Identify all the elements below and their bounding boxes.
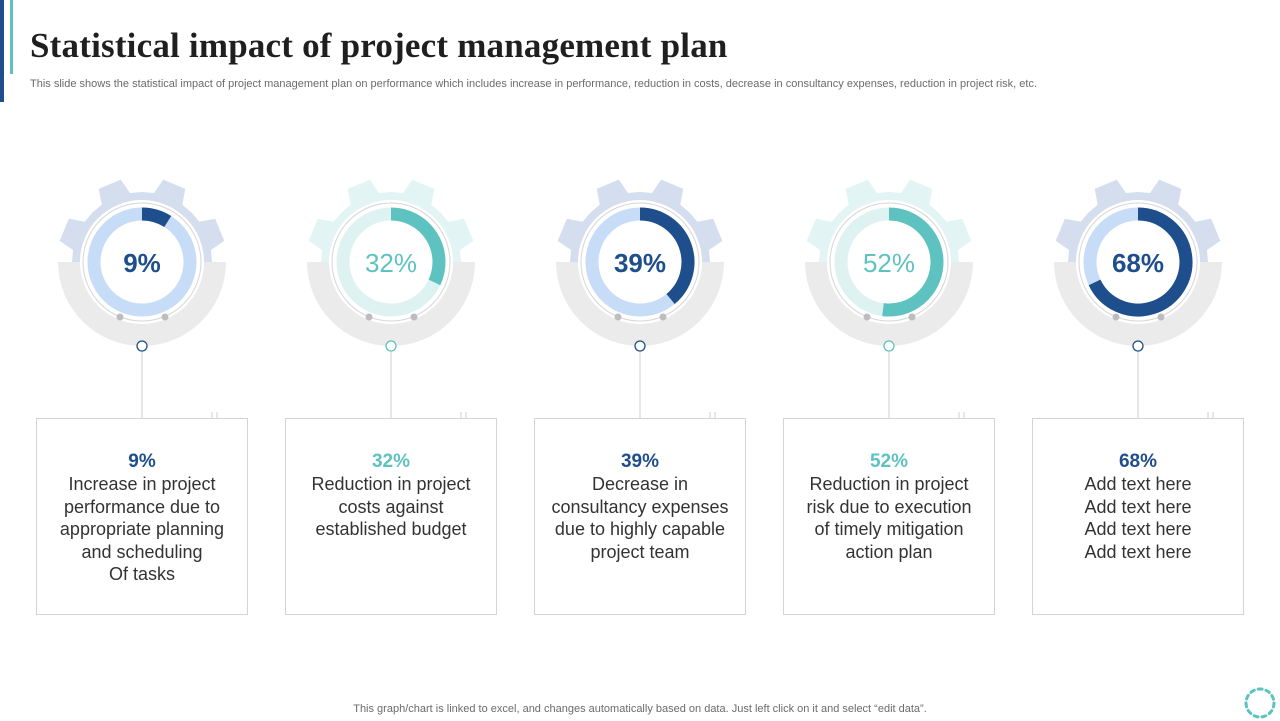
gauge-value-label: 52% <box>863 248 915 278</box>
stat-card-5: 68% Add text here Add text here Add text … <box>1032 418 1244 615</box>
connector-node <box>1132 340 1144 352</box>
card-description: Increase in project performance due to a… <box>59 474 225 584</box>
card-percentage: 68% <box>1118 451 1158 472</box>
gauge-value-label: 9% <box>123 248 161 278</box>
gauge-value-label: 32% <box>365 248 417 278</box>
gauge-5: 68% <box>1054 179 1222 424</box>
gauge-outline <box>580 202 700 322</box>
gauge-value-label: 39% <box>614 248 666 278</box>
connector-node <box>634 340 646 352</box>
card-description: Decrease in consultancy expenses due to … <box>551 474 729 562</box>
gauge-outline <box>331 202 451 322</box>
gauge-dot <box>908 313 916 321</box>
slide-title: Statistical impact of project management… <box>30 26 728 65</box>
card-description: Add text here Add text here Add text her… <box>1084 474 1192 562</box>
gauge-dot <box>161 313 169 321</box>
gauge-outline <box>829 202 949 322</box>
card-percentage: 9% <box>128 451 156 472</box>
connector-node <box>136 340 148 352</box>
gauge-dot <box>365 313 373 321</box>
gauge-dot <box>116 313 124 321</box>
gauge-value-arc <box>1088 207 1193 317</box>
gauge-2: 32% <box>307 179 475 424</box>
footer-note: This graph/chart is linked to excel, and… <box>353 703 927 715</box>
gauge-value-label: 68% <box>1112 248 1164 278</box>
stat-card-2: 32% Reduction in project costs against es… <box>285 418 497 615</box>
gauge-4: 52% <box>805 179 973 424</box>
loading-spinner-icon <box>1244 687 1276 719</box>
gauge-dot <box>1112 313 1120 321</box>
stat-card-1: 9% Increase in project performance due to… <box>36 418 248 615</box>
gauge-1: 9% <box>58 179 226 424</box>
gauge-value-arc <box>882 207 944 317</box>
gauge-dot <box>1157 313 1165 321</box>
gauge-dot <box>410 313 418 321</box>
card-percentage: 39% <box>620 451 660 472</box>
gauge-dot <box>659 313 667 321</box>
card-percentage: 52% <box>869 451 909 472</box>
gauge-dot <box>614 313 622 321</box>
accent-bar-secondary <box>10 0 13 74</box>
gauge-3: 39% <box>556 179 724 424</box>
card-description: Reduction in project costs against estab… <box>311 474 471 539</box>
slide-subtitle: This slide shows the statistical impact … <box>30 78 1037 90</box>
accent-bar <box>0 0 4 102</box>
gauge-value-arc <box>141 207 172 228</box>
card-description: Reduction in project risk due to executi… <box>806 474 972 562</box>
gauge-value-arc <box>390 207 446 286</box>
stat-card-4: 52% Reduction in project risk due to exec… <box>783 418 995 615</box>
gauge-outline <box>82 202 202 322</box>
gauge-value-arc <box>639 207 695 304</box>
card-percentage: 32% <box>371 451 411 472</box>
connector-node <box>883 340 895 352</box>
stat-card-3: 39% Decrease in consultancy expenses due … <box>534 418 746 615</box>
connector-node <box>385 340 397 352</box>
gauge-dot <box>863 313 871 321</box>
gauge-outline <box>1078 202 1198 322</box>
